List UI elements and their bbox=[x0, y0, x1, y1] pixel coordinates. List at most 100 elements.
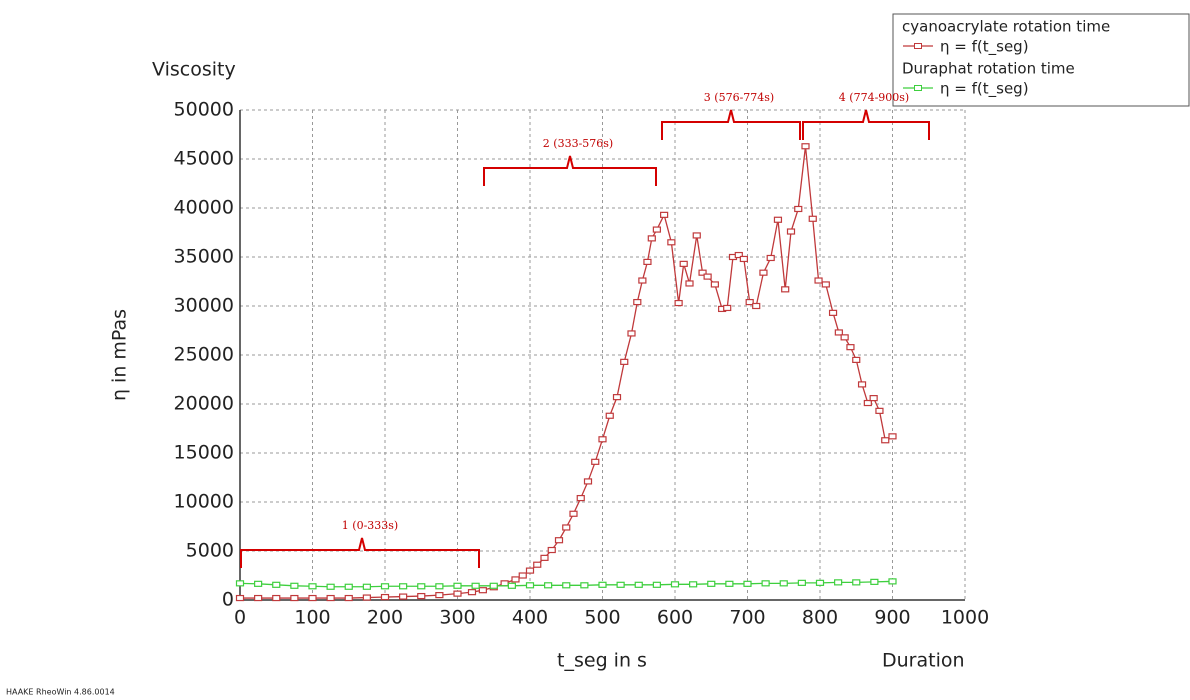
data-marker bbox=[781, 286, 790, 293]
data-marker bbox=[478, 587, 487, 594]
data-marker bbox=[689, 581, 698, 588]
data-marker bbox=[888, 433, 897, 440]
footer-label: Duration bbox=[882, 650, 965, 672]
data-marker bbox=[272, 581, 281, 588]
data-marker bbox=[752, 302, 761, 310]
data-marker bbox=[598, 436, 607, 443]
data-marker bbox=[766, 254, 775, 262]
data-marker bbox=[773, 216, 783, 223]
data-marker bbox=[605, 412, 614, 419]
x-axis-label: t_seg in s bbox=[557, 650, 647, 672]
data-marker bbox=[344, 594, 353, 602]
legend-label: η = f(t_seg) bbox=[940, 38, 1029, 57]
data-marker bbox=[547, 546, 556, 554]
data-marker bbox=[670, 581, 680, 588]
data-marker bbox=[725, 580, 734, 587]
data-marker bbox=[660, 211, 669, 218]
data-marker bbox=[652, 226, 661, 233]
header-label: Viscosity bbox=[152, 59, 236, 81]
data-marker bbox=[808, 215, 817, 222]
x-tick-label: 500 bbox=[584, 607, 620, 629]
legend-marker bbox=[914, 85, 922, 91]
data-marker bbox=[254, 580, 263, 587]
data-marker bbox=[489, 582, 498, 589]
data-marker bbox=[533, 561, 542, 568]
data-marker bbox=[667, 239, 676, 246]
data-marker bbox=[743, 580, 752, 587]
legend-group: cyanoacrylate rotation time bbox=[902, 18, 1110, 36]
y-tick-label: 25000 bbox=[174, 344, 234, 366]
data-marker bbox=[734, 251, 743, 259]
data-marker bbox=[453, 590, 462, 597]
data-marker bbox=[710, 281, 719, 288]
data-marker bbox=[761, 580, 770, 587]
data-marker bbox=[692, 232, 701, 239]
data-marker bbox=[846, 344, 855, 351]
data-marker bbox=[308, 594, 317, 602]
data-marker bbox=[471, 582, 480, 589]
legend-label: η = f(t_seg) bbox=[940, 80, 1029, 99]
data-marker bbox=[272, 594, 281, 602]
data-marker bbox=[815, 579, 825, 586]
data-marker bbox=[417, 583, 426, 590]
data-marker bbox=[467, 589, 477, 596]
y-tick-label: 5000 bbox=[186, 540, 234, 562]
annotation: 1 (0-333s) bbox=[342, 519, 398, 532]
x-tick-label: 1000 bbox=[941, 607, 989, 629]
data-marker bbox=[739, 255, 748, 263]
x-tick-label: 100 bbox=[294, 607, 330, 629]
data-marker bbox=[540, 554, 549, 561]
data-marker bbox=[638, 277, 647, 284]
data-marker bbox=[779, 580, 788, 587]
software-label: HAAKE RheoWin 4.86.0014 bbox=[6, 688, 115, 697]
data-marker bbox=[685, 280, 694, 287]
y-tick-label: 45000 bbox=[174, 148, 234, 170]
data-marker bbox=[580, 582, 589, 589]
data-marker bbox=[569, 510, 578, 517]
data-marker bbox=[863, 399, 872, 407]
data-marker bbox=[707, 580, 716, 587]
series-line bbox=[240, 146, 893, 599]
data-marker bbox=[362, 594, 371, 601]
data-marker bbox=[703, 273, 712, 280]
data-marker bbox=[612, 394, 622, 401]
data-marker bbox=[362, 583, 371, 590]
data-marker bbox=[344, 583, 353, 590]
data-marker bbox=[500, 580, 509, 587]
data-marker bbox=[435, 583, 444, 590]
data-marker bbox=[797, 579, 806, 586]
data-marker bbox=[417, 592, 426, 600]
data-marker bbox=[507, 582, 516, 589]
data-marker bbox=[591, 458, 600, 465]
data-marker bbox=[380, 583, 390, 590]
y-axis-label: η in mPas bbox=[109, 309, 131, 401]
data-marker bbox=[794, 205, 803, 213]
x-tick-label: 200 bbox=[367, 607, 403, 629]
y-tick-label: 50000 bbox=[174, 99, 234, 121]
data-marker bbox=[857, 381, 867, 388]
y-tick-label: 35000 bbox=[174, 246, 234, 268]
x-tick-label: 0 bbox=[234, 607, 246, 629]
data-marker bbox=[801, 143, 810, 150]
data-marker bbox=[870, 578, 879, 585]
data-marker bbox=[814, 277, 823, 284]
data-marker bbox=[786, 228, 796, 235]
data-marker bbox=[634, 581, 643, 588]
data-marker bbox=[679, 260, 688, 267]
legend-box bbox=[892, 13, 1190, 107]
data-marker bbox=[399, 583, 408, 590]
data-marker bbox=[511, 576, 520, 583]
x-tick-label: 300 bbox=[439, 607, 475, 629]
x-tick-label: 700 bbox=[729, 607, 765, 629]
data-marker bbox=[723, 304, 732, 312]
legend-marker bbox=[914, 43, 922, 49]
data-marker bbox=[840, 334, 849, 341]
data-marker bbox=[875, 407, 884, 414]
x-tick-label: 900 bbox=[874, 607, 910, 629]
data-marker bbox=[380, 593, 390, 601]
data-marker bbox=[326, 594, 335, 602]
data-marker bbox=[518, 572, 527, 579]
data-marker bbox=[627, 330, 636, 337]
data-marker bbox=[698, 269, 707, 276]
